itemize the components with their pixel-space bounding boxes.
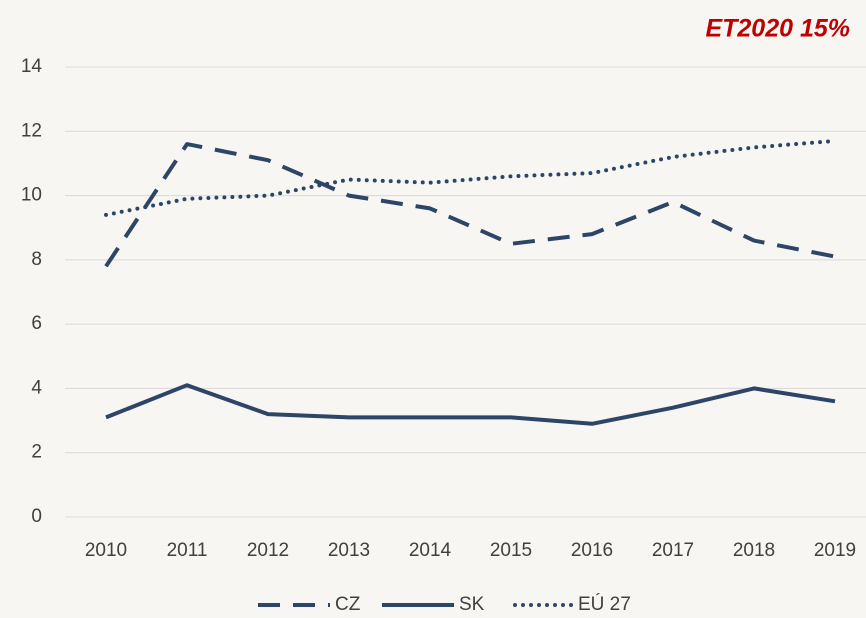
y-tick-label: 10	[21, 185, 42, 206]
x-tick-label: 2011	[167, 540, 208, 561]
y-tick-label: 6	[31, 313, 42, 334]
series-line	[104, 138, 837, 217]
x-tick-label: 2013	[328, 540, 370, 561]
annotation: ET2020 15%	[705, 15, 850, 43]
y-tick-label: 4	[31, 377, 42, 398]
legend-label: SK	[459, 594, 485, 615]
x-tick-label: 2017	[652, 540, 694, 561]
x-tick-label: 2019	[814, 540, 856, 561]
y-tick-label: 12	[21, 120, 42, 141]
x-tick-label: 2014	[409, 540, 452, 561]
x-tick-label: 2015	[490, 540, 532, 561]
y-tick-label: 14	[21, 56, 43, 77]
legend-label: EÚ 27	[578, 593, 631, 615]
series-line	[104, 142, 836, 268]
x-tick-label: 2012	[247, 540, 289, 561]
x-tick-label: 2018	[733, 540, 775, 561]
x-tick-label: 2010	[85, 540, 127, 561]
series-line	[105, 383, 836, 426]
y-tick-label: 0	[31, 506, 42, 527]
y-tick-label: 8	[31, 249, 42, 270]
x-tick-label: 2016	[571, 540, 613, 561]
legend-label: CZ	[335, 594, 361, 615]
y-tick-label: 2	[31, 442, 42, 463]
